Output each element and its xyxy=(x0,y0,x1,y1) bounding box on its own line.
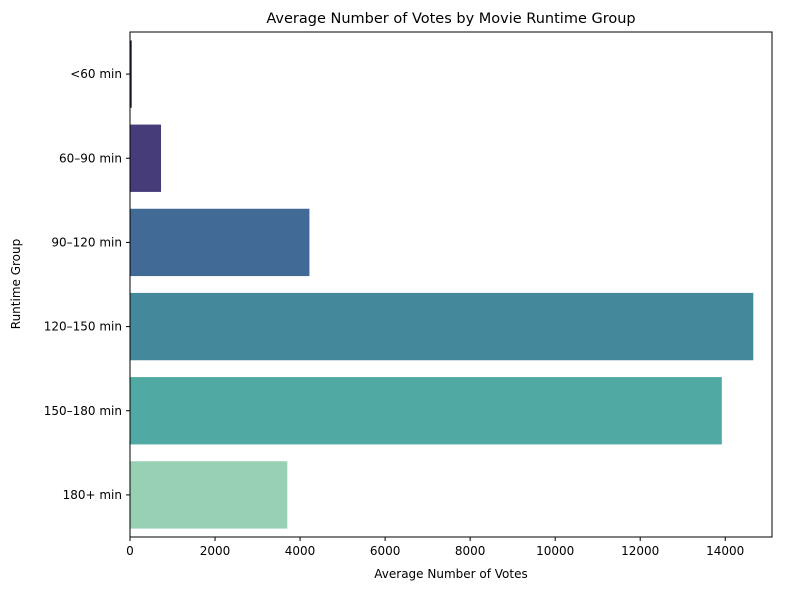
y-tick-label: 120–150 min xyxy=(44,320,122,334)
bar-1 xyxy=(130,40,132,108)
x-tick-label: 4000 xyxy=(285,544,316,558)
y-axis-label: Runtime Group xyxy=(9,239,23,329)
y-tick-label: 60–90 min xyxy=(59,151,122,165)
bar-6 xyxy=(130,461,288,529)
bars-group xyxy=(130,40,754,529)
chart-title: Average Number of Votes by Movie Runtime… xyxy=(266,11,635,27)
y-tick-label: <60 min xyxy=(70,67,122,81)
y-tick-label: 90–120 min xyxy=(51,235,122,249)
bar-4 xyxy=(130,292,754,361)
x-tick-label: 0 xyxy=(126,544,134,558)
x-tick-label: 6000 xyxy=(370,544,401,558)
plot-frame xyxy=(129,31,773,538)
x-tick-label: 12000 xyxy=(621,544,659,558)
bar-2 xyxy=(130,124,162,192)
bar-3 xyxy=(130,208,310,277)
bar-5 xyxy=(130,377,722,445)
y-tick-label: 180+ min xyxy=(63,488,122,502)
x-tick-label: 14000 xyxy=(706,544,744,558)
y-axis-ticks: <60 min 60–90 min 90–120 min 120–150 min 150… xyxy=(44,67,130,502)
x-tick-label: 2000 xyxy=(200,544,231,558)
x-tick-label: 8000 xyxy=(455,544,486,558)
x-axis-ticks: 0 2000 4000 6000 8000 10000 12000 14000 xyxy=(126,537,744,558)
x-tick-label: 10000 xyxy=(536,544,574,558)
x-axis-label: Average Number of Votes xyxy=(374,567,527,581)
y-tick-label: 150–180 min xyxy=(44,404,122,418)
